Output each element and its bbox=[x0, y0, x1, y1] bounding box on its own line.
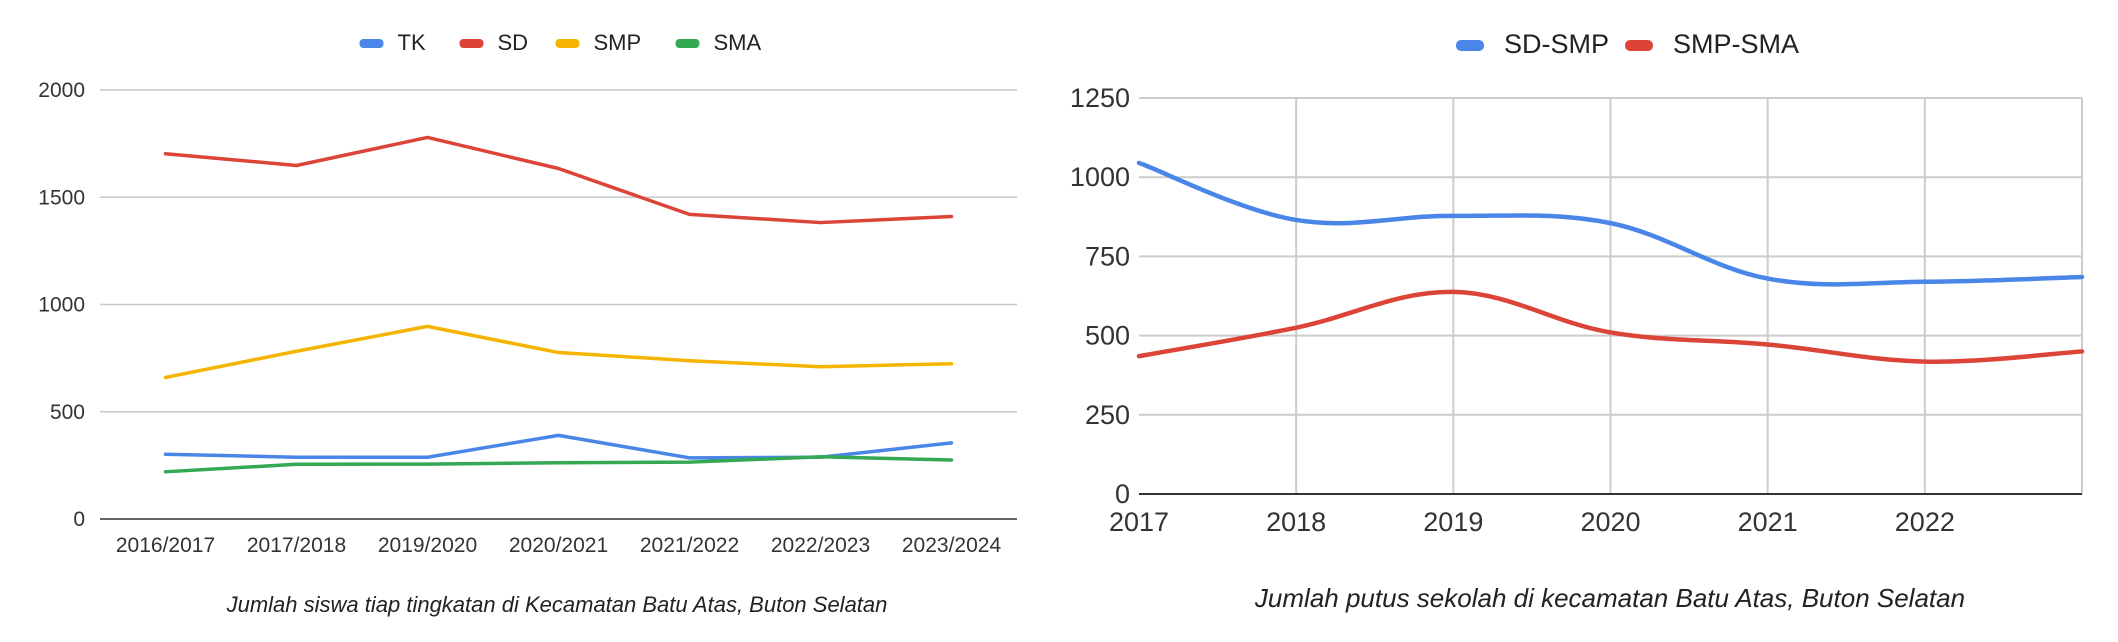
x-tick-label: 2018 bbox=[1266, 507, 1326, 537]
legend-label-sd-smp: SD-SMP bbox=[1504, 29, 1609, 59]
y-tick-label: 500 bbox=[1085, 321, 1130, 351]
y-tick-label: 1500 bbox=[38, 186, 85, 209]
series-line-smp bbox=[163, 324, 954, 380]
y-tick-label: 1000 bbox=[38, 294, 85, 317]
series-line-sd bbox=[163, 135, 954, 225]
x-tick-label: 2022/2023 bbox=[771, 534, 870, 557]
legend-swatch-sma bbox=[675, 39, 700, 48]
x-tick-label: 2017 bbox=[1109, 507, 1169, 537]
x-tick-label: 2016/2017 bbox=[116, 534, 215, 557]
legend-swatch-sd-smp bbox=[1456, 40, 1484, 51]
series-line-sd-smp bbox=[1136, 160, 2085, 287]
series-line-sma bbox=[163, 455, 954, 474]
legend-label-smp: SMP bbox=[594, 30, 642, 55]
chart-dropouts: SD-SMP SMP-SMA 0 250 500 750 1000 1250 2017 2018 2… bbox=[1070, 29, 2085, 613]
chart-caption: Jumlah siswa tiap tingkatan di Kecamatan… bbox=[226, 592, 888, 617]
y-tick-label: 2000 bbox=[38, 79, 85, 102]
y-tick-label: 250 bbox=[1085, 400, 1130, 430]
legend-label-sma: SMA bbox=[714, 30, 762, 55]
x-tick-label: 2021 bbox=[1738, 507, 1798, 537]
x-tick-label: 2017/2018 bbox=[247, 534, 346, 557]
y-tick-label: 500 bbox=[50, 401, 85, 424]
series-line-smp-sma bbox=[1136, 289, 2085, 364]
legend-swatch-tk bbox=[359, 39, 384, 48]
x-tick-label: 2019/2020 bbox=[378, 534, 477, 557]
legend-swatch-sd bbox=[459, 39, 484, 48]
x-tick-label: 2023/2024 bbox=[902, 534, 1002, 557]
x-tick-label: 2020 bbox=[1580, 507, 1640, 537]
legend-swatch-smp bbox=[555, 39, 580, 48]
chart-students-per-level: TK SD SMP SMA 0 500 1000 1500 2000 2016/2017 2017/… bbox=[38, 30, 1017, 617]
legend-label-smp-sma: SMP-SMA bbox=[1673, 29, 1799, 59]
x-tick-label: 2020/2021 bbox=[509, 534, 608, 557]
legend-swatch-smp-sma bbox=[1625, 40, 1653, 51]
y-tick-label: 750 bbox=[1085, 241, 1130, 271]
y-tick-label: 1000 bbox=[1070, 162, 1130, 192]
series-line-tk bbox=[163, 433, 954, 460]
x-tick-label: 2022 bbox=[1895, 507, 1955, 537]
x-tick-label: 2021/2022 bbox=[640, 534, 739, 557]
x-tick-label: 2019 bbox=[1423, 507, 1483, 537]
legend-label-sd: SD bbox=[498, 30, 529, 55]
y-tick-label: 0 bbox=[1115, 479, 1130, 509]
legend-label-tk: TK bbox=[398, 30, 426, 55]
chart-caption: Jumlah putus sekolah di kecamatan Batu A… bbox=[1254, 583, 1965, 613]
y-tick-label: 1250 bbox=[1070, 83, 1130, 113]
y-tick-label: 0 bbox=[73, 508, 85, 531]
